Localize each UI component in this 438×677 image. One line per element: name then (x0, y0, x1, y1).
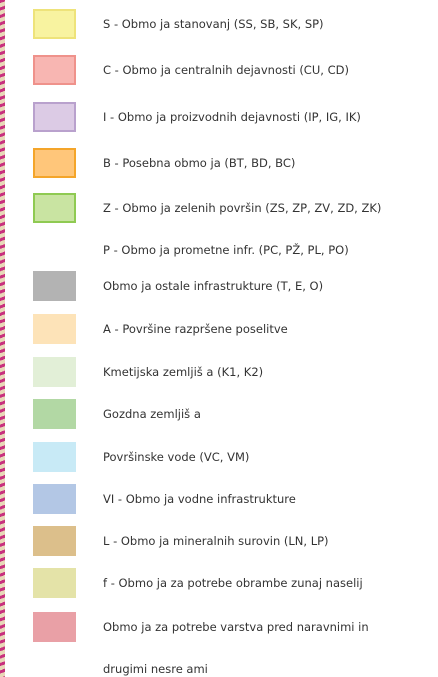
legend-swatch (33, 314, 76, 344)
legend-label: Obmo ja za potrebe varstva pred naravnim… (103, 620, 369, 634)
legend-label: VI - Obmo ja vodne infrastrukture (103, 492, 296, 506)
legend-label: B - Posebna obmo ja (BT, BD, BC) (103, 156, 296, 170)
legend-swatch (33, 102, 76, 132)
legend-swatch (33, 442, 76, 472)
legend-label: Obmo ja ostale infrastrukture (T, E, O) (103, 279, 324, 293)
legend-label: P - Obmo ja prometne infr. (PC, PŽ, PL, … (103, 243, 349, 257)
legend-label: L - Obmo ja mineralnih surovin (LN, LP) (103, 534, 329, 548)
legend-swatch (33, 612, 76, 642)
legend-label: A - Površine razpršene poselitve (103, 322, 288, 336)
legend-swatch (33, 484, 76, 514)
legend-swatch (33, 568, 76, 598)
legend-swatch (33, 55, 76, 85)
legend-label: Kmetijska zemljiš a (K1, K2) (103, 365, 264, 379)
legend-label: Gozdna zemljiš a (103, 407, 201, 421)
legend-label: S - Obmo ja stanovanj (SS, SB, SK, SP) (103, 17, 324, 31)
legend-label: drugimi nesre ami (103, 662, 208, 676)
map-edge (0, 0, 5, 677)
legend-label: f - Obmo ja za potrebe obrambe zunaj nas… (103, 576, 363, 590)
legend-swatch (33, 357, 76, 387)
legend-label: Površinske vode (VC, VM) (103, 450, 250, 464)
legend-label: C - Obmo ja centralnih dejavnosti (CU, C… (103, 63, 349, 77)
legend-swatch (33, 148, 76, 178)
legend-swatch (33, 399, 76, 429)
legend-swatch (33, 526, 76, 556)
legend-swatch (33, 9, 76, 39)
legend-swatch (33, 271, 76, 301)
legend-label: I - Obmo ja proizvodnih dejavnosti (IP, … (103, 110, 361, 124)
legend-swatch (33, 193, 76, 223)
legend-label: Z - Obmo ja zelenih površin (ZS, ZP, ZV,… (103, 201, 382, 215)
